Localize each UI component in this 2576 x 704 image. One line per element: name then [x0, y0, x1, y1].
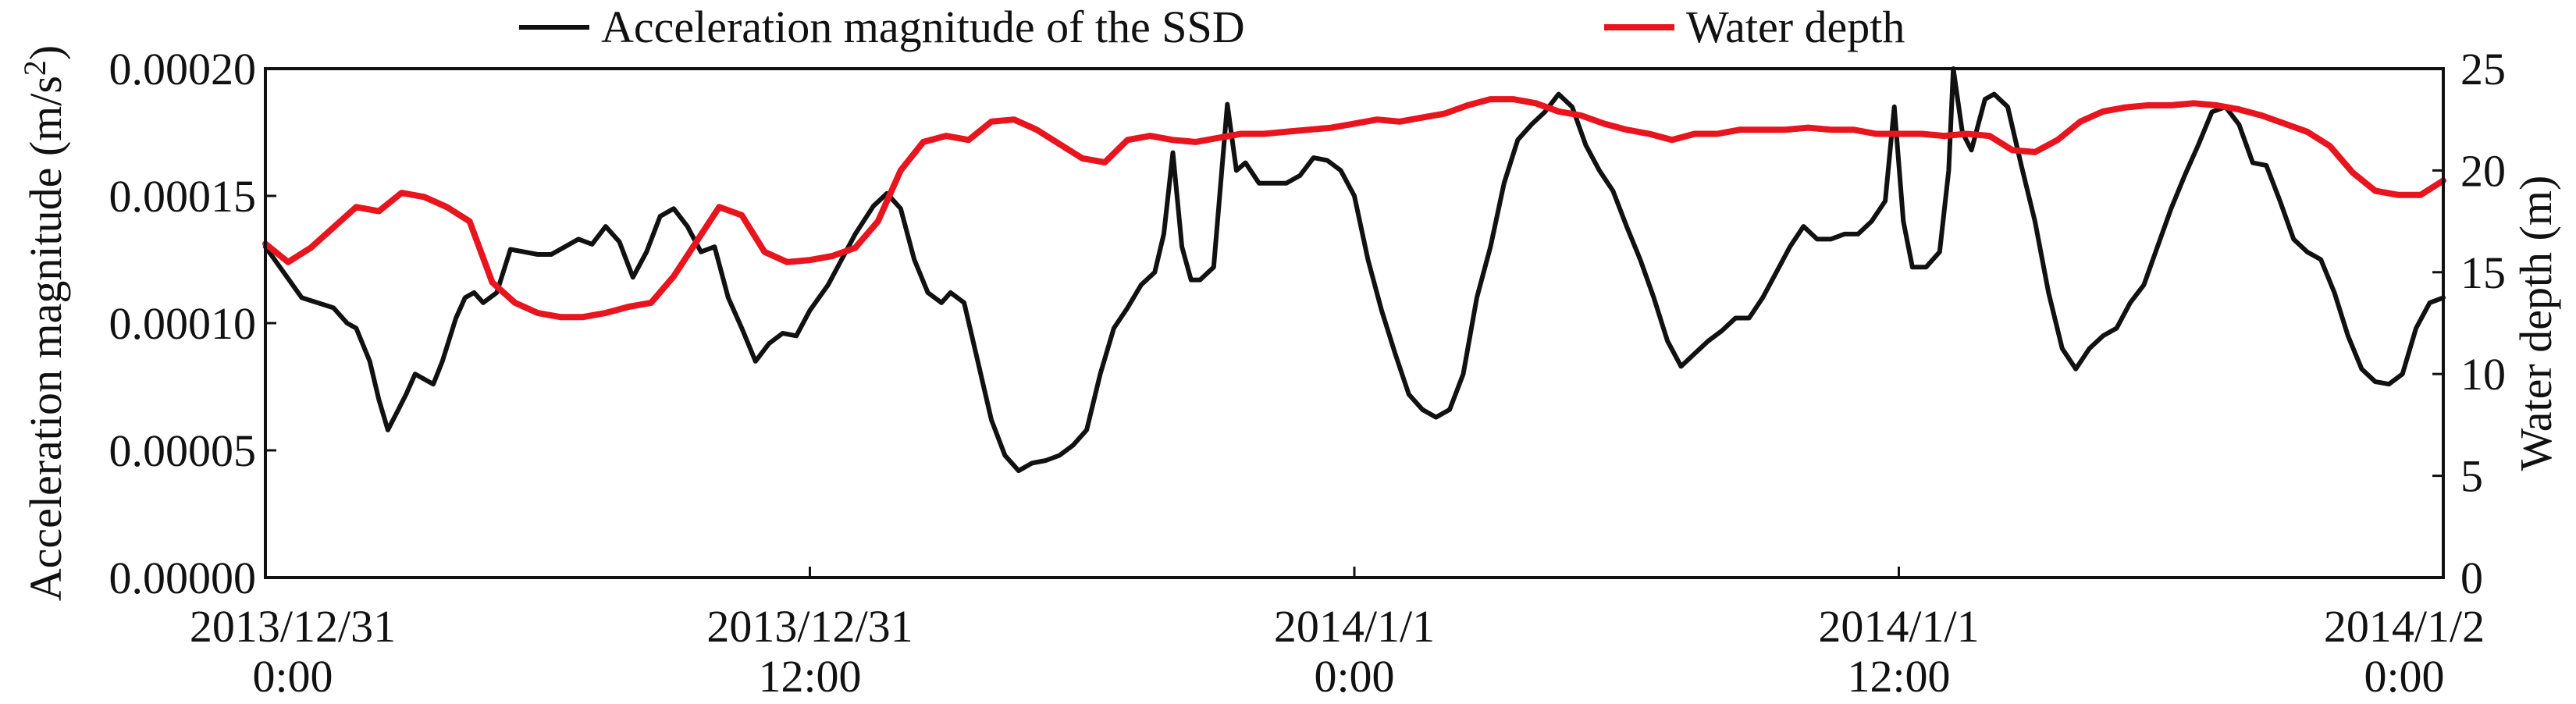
left-tick-label: 0.00010 — [109, 298, 257, 349]
right-tick-label: 0 — [2460, 553, 2483, 603]
legend-label-water-depth: Water depth — [1686, 2, 1905, 52]
right-axis-title: Water depth (m) — [2510, 176, 2561, 471]
x-tick-label-time: 0:00 — [252, 651, 333, 702]
left-tick-label: 0.00015 — [109, 171, 257, 222]
x-tick-label-time: 0:00 — [2364, 651, 2444, 702]
right-tick-label: 10 — [2460, 349, 2506, 400]
x-tick-label-date: 2013/12/31 — [190, 601, 396, 652]
left-tick-label: 0.00000 — [109, 553, 257, 603]
right-tick-label: 5 — [2460, 451, 2483, 502]
series-layer — [262, 66, 2446, 474]
legend-label-acceleration: Acceleration magnitude of the SSD — [601, 2, 1245, 52]
x-axis: 2013/12/310:002013/12/3112:002014/1/10:0… — [190, 567, 2485, 702]
series-line-water-depth — [262, 96, 2446, 321]
left-tick-label: 0.00005 — [109, 425, 257, 476]
right-tick-label: 25 — [2460, 44, 2506, 94]
plot-frame — [264, 67, 2445, 579]
left-axis-title: Acceleration magnitude (m/s2) — [17, 45, 71, 602]
x-tick-label-date: 2014/1/1 — [1818, 601, 1979, 652]
right-tick-label: 15 — [2460, 247, 2506, 298]
x-tick-label-time: 12:00 — [1847, 651, 1950, 702]
x-tick-label-date: 2013/12/31 — [706, 601, 913, 652]
series-line-acceleration — [263, 66, 2446, 474]
right-axis: 0 5 10 15 20 25 — [2432, 44, 2506, 603]
legend: Acceleration magnitude of the SSD Water … — [519, 2, 1905, 52]
x-tick-label-time: 12:00 — [758, 651, 861, 702]
x-tick-label-date: 2014/1/1 — [1274, 601, 1435, 652]
left-axis: 0.00000 0.00005 0.00010 0.00015 0.00020 — [109, 44, 276, 603]
right-tick-label: 20 — [2460, 145, 2506, 196]
x-tick-label-date: 2014/1/2 — [2324, 601, 2485, 652]
x-tick-label-time: 0:00 — [1314, 651, 1394, 702]
left-tick-label: 0.00020 — [109, 44, 257, 94]
